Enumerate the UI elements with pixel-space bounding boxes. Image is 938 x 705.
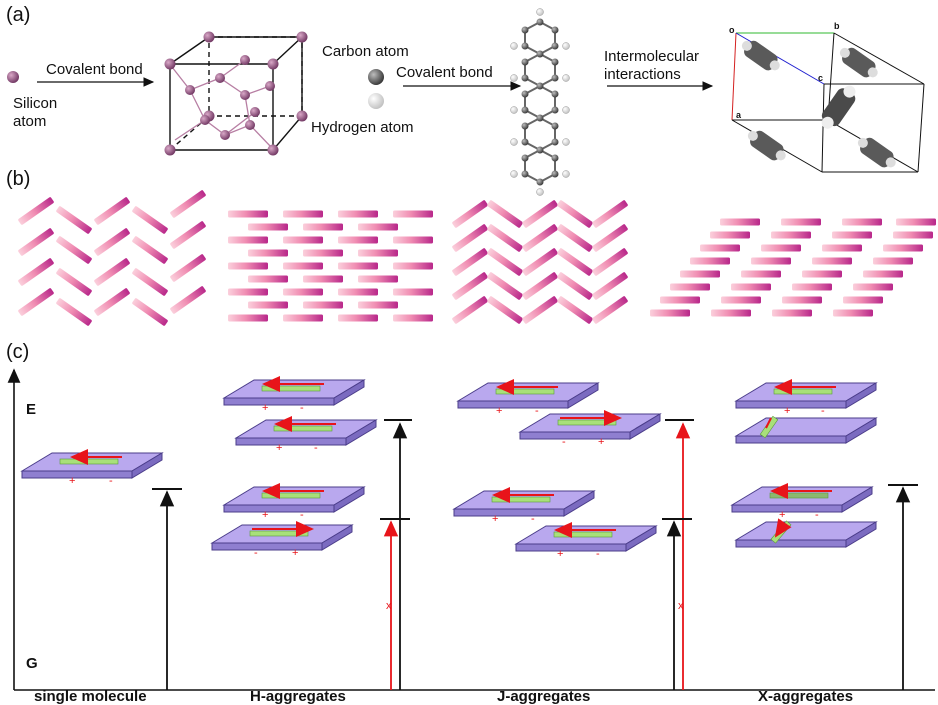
charge-plus: + xyxy=(784,405,791,417)
axis-label-a: a xyxy=(736,110,742,120)
silicon-atom-label: Silicon atom xyxy=(13,95,57,131)
charge-plus: + xyxy=(262,402,269,414)
j-aggregate-forbidden-cross: x xyxy=(678,600,684,612)
charge-minus: - xyxy=(596,548,600,560)
hydrogen-atom-icon xyxy=(368,93,384,109)
charge-plus: + xyxy=(598,436,605,448)
panel-b-herringbone-2 xyxy=(451,199,629,325)
panel-label-c: (c) xyxy=(6,341,30,363)
panel-label-b: (b) xyxy=(6,168,31,190)
pentacene-molecule xyxy=(510,8,570,196)
charge-minus: - xyxy=(314,442,318,454)
hydrogen-atom-label: Hydrogen atom xyxy=(311,119,414,136)
caption-single-molecule: single molecule xyxy=(34,688,147,705)
intermolecular-label-line1: Intermolecular xyxy=(604,48,700,65)
panel-b-slipped-stack xyxy=(650,218,936,317)
panel-c: x x xyxy=(7,368,935,691)
axis-label-o: o xyxy=(729,25,735,35)
j-aggregate-upper-right xyxy=(519,410,661,440)
h-aggregate-lower-bottom xyxy=(211,521,353,551)
unit-cell xyxy=(731,32,925,173)
charge-minus: - xyxy=(535,405,539,417)
charge-minus: - xyxy=(300,509,304,521)
j-aggregate-lower-left xyxy=(453,487,595,517)
charge-minus: - xyxy=(821,405,825,417)
silicon-atoms xyxy=(164,31,308,156)
charge-minus: - xyxy=(300,402,304,414)
charge-plus: + xyxy=(276,442,283,454)
charge-plus: + xyxy=(262,509,269,521)
axis-label-b: b xyxy=(834,21,840,31)
silicon-atom-icon xyxy=(7,71,19,83)
j-aggregate-lower-right xyxy=(515,522,657,552)
charge-plus: + xyxy=(492,513,499,525)
energy-label-g: G xyxy=(26,655,38,672)
charge-plus: + xyxy=(557,548,564,560)
carbon-atom-label: Carbon atom xyxy=(322,43,409,60)
x-aggregate-lower-top xyxy=(731,483,873,513)
charge-minus: - xyxy=(531,513,535,525)
covalent-bond-label-2: Covalent bond xyxy=(396,64,493,81)
charge-minus: - xyxy=(562,436,566,448)
axis-label-c: c xyxy=(818,73,824,83)
carbon-atom-icon xyxy=(368,69,384,85)
caption-h-aggregates: H-aggregates xyxy=(250,688,346,705)
x-aggregate-upper-bottom xyxy=(735,415,877,444)
energy-label-e: E xyxy=(26,401,37,418)
charge-minus: - xyxy=(109,475,113,487)
charge-plus: + xyxy=(292,547,299,559)
h-aggregate-upper-bottom xyxy=(235,416,377,446)
charge-plus: + xyxy=(496,405,503,417)
unit-cell-molecules xyxy=(741,40,896,168)
j-aggregate-upper-left xyxy=(457,379,599,409)
panel-b-herringbone-1 xyxy=(17,189,207,327)
x-aggregate-lower-bottom xyxy=(735,518,877,548)
h-aggregate-forbidden-cross: x xyxy=(386,600,392,612)
charge-minus: - xyxy=(815,509,819,521)
h-aggregate-upper-top xyxy=(223,376,365,406)
covalent-bond-label-1: Covalent bond xyxy=(46,61,143,78)
silicon-atom-label-line2: atom xyxy=(13,113,47,130)
single-molecule-plate xyxy=(21,449,163,479)
x-aggregate-upper-top xyxy=(735,379,877,409)
intermolecular-label: Intermolecular interactions xyxy=(604,48,699,84)
silicon-atom-label-line1: Silicon xyxy=(13,95,58,112)
panel-label-a: (a) xyxy=(6,4,31,26)
charge-minus: - xyxy=(254,547,258,559)
intermolecular-label-line2: interactions xyxy=(604,66,681,83)
charge-plus: + xyxy=(69,475,76,487)
caption-x-aggregates: X-aggregates xyxy=(758,688,854,705)
h-aggregate-lower-top xyxy=(223,483,365,513)
panel-a xyxy=(7,8,925,196)
charge-plus: + xyxy=(779,509,786,521)
panel-b-brickwork xyxy=(228,210,433,322)
caption-j-aggregates: J-aggregates xyxy=(497,688,591,705)
